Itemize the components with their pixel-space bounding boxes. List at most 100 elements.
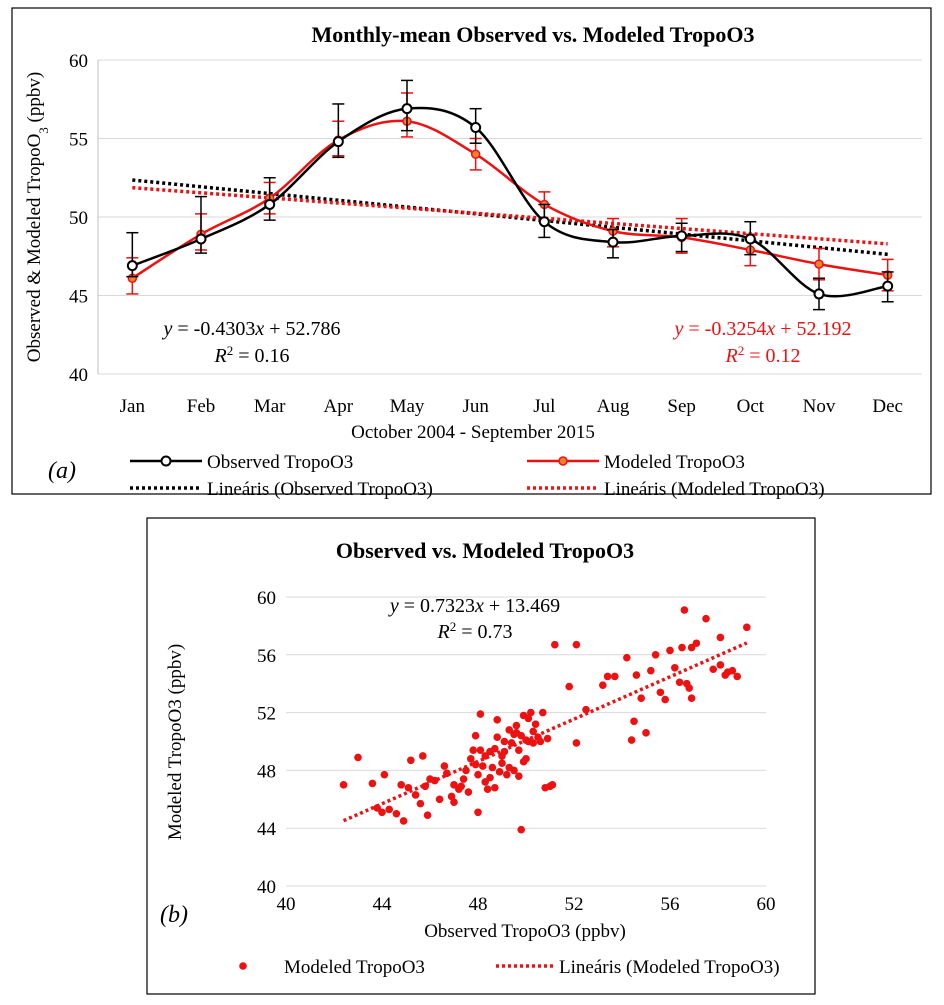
scatter-point <box>529 727 537 736</box>
scatter-point <box>431 776 439 785</box>
legend-observed-trend: Lineáris (Observed TropoO3) <box>130 479 433 500</box>
panel-b-y-ticks: 40 44 48 52 56 60 <box>257 588 277 898</box>
scatter-point <box>476 710 485 718</box>
data-point <box>401 103 413 115</box>
scatter-point <box>572 739 581 747</box>
scatter-point <box>678 643 686 652</box>
panel-a-frame <box>11 7 932 495</box>
scatter-point <box>524 714 533 723</box>
data-point <box>195 233 207 245</box>
legend-modeled-trend-label: Lineáris (Modeled TropoO3) <box>604 479 825 500</box>
scatter-point <box>743 623 751 632</box>
data-point <box>814 259 824 269</box>
scatter-point <box>716 633 725 642</box>
panel-b-x-axis-label: Observed TropoO3 (ppbv) <box>424 921 626 942</box>
legend-b-modeled: Modeled TropoO3 <box>239 957 425 978</box>
x-tick-label: Jan <box>120 396 146 417</box>
scatter-point <box>491 744 499 753</box>
x-tick-label: Aug <box>597 396 630 417</box>
scatter-point <box>474 808 482 817</box>
scatter-point <box>440 762 449 770</box>
scatter-point <box>503 770 511 779</box>
panel-b-points <box>339 606 751 834</box>
x-tick-label: Sep <box>667 396 696 417</box>
scatter-point <box>421 782 430 791</box>
scatter-point <box>603 672 612 681</box>
scatter-point <box>623 653 631 662</box>
scatter-point <box>661 695 669 704</box>
data-point <box>607 236 619 248</box>
scatter-point <box>479 762 487 770</box>
panel-b-x-ticks: 40 44 48 52 56 60 <box>277 894 776 915</box>
scatter-point <box>464 788 473 796</box>
x-tick-label: Nov <box>803 396 836 417</box>
scatter-point <box>457 782 466 791</box>
x-tick-label: Oct <box>737 396 765 417</box>
scatter-point <box>627 736 636 744</box>
scatter-point <box>529 739 537 747</box>
y-tick-label: 56 <box>257 646 276 667</box>
scatter-point <box>459 775 468 783</box>
y-tick-label: 44 <box>257 819 277 840</box>
data-point <box>470 149 481 159</box>
scatter-point <box>632 671 641 679</box>
y-tick-label: 40 <box>257 877 276 898</box>
scatter-point <box>687 694 696 702</box>
x-tick-label: 56 <box>661 894 680 915</box>
x-tick-label: 52 <box>565 894 584 915</box>
scatter-point <box>354 753 362 762</box>
panel-a-x-ticks: Jan Feb Mar Apr May Jun Jul Aug Sep Oct Nov Dec <box>120 396 903 417</box>
scatter-point <box>471 731 480 740</box>
scatter-point <box>467 755 475 763</box>
observed-series <box>126 79 894 311</box>
y-tick-label: 52 <box>257 704 276 725</box>
scatter-point <box>716 661 725 669</box>
scatter-point <box>397 781 406 789</box>
scatter-point <box>510 766 518 775</box>
scatter-point <box>423 811 432 819</box>
data-point <box>538 216 550 228</box>
scatter-point <box>656 688 665 697</box>
x-tick-label: May <box>390 396 425 417</box>
scatter-point <box>671 664 679 672</box>
scatter-point <box>399 817 408 825</box>
scatter-point <box>539 708 547 717</box>
y-tick-label: 48 <box>257 761 276 782</box>
scatter-point <box>531 720 540 728</box>
trendline <box>342 641 748 823</box>
data-point <box>470 122 482 134</box>
scatter-point <box>380 770 389 779</box>
scatter-point <box>599 681 607 689</box>
scatter-point <box>498 759 506 767</box>
panel-a-y-ticks: 40 45 50 55 60 <box>69 51 88 386</box>
scatter-point <box>500 737 509 746</box>
panel-a-modeled-r2: R2 = 0.12 <box>725 343 801 368</box>
scatter-point <box>378 808 386 817</box>
legend-b-trend: Lineáris (Modeled TropoO3) <box>496 957 780 978</box>
scatter-point <box>551 640 559 649</box>
x-tick-label: 44 <box>373 894 393 915</box>
scatter-point <box>637 694 645 702</box>
scatter-point <box>517 825 525 834</box>
legend-b-modeled-label: Modeled TropoO3 <box>284 957 425 978</box>
scatter-point <box>419 752 427 760</box>
scatter-point <box>675 678 684 687</box>
x-tick-label: Feb <box>187 396 216 417</box>
y-tick-label: 50 <box>69 208 88 229</box>
panel-a-observed-r2: R2 = 0.16 <box>214 343 290 368</box>
panel-a-chart: Monthly-mean Observed vs. Modeled TropoO… <box>11 7 932 500</box>
scatter-point <box>548 781 557 789</box>
scatter-point <box>507 739 516 747</box>
scatter-point <box>630 717 638 726</box>
scatter-point <box>651 651 660 659</box>
x-tick-label: Mar <box>254 396 286 417</box>
panel-b-label: (b) <box>160 902 188 928</box>
x-tick-label: 48 <box>469 894 488 915</box>
panel-b-title: Observed vs. Modeled TropoO3 <box>336 538 634 563</box>
panel-a-observed-equation: y = -0.4303x + 52.786 <box>161 318 340 340</box>
y-tick-label: 55 <box>69 130 88 151</box>
scatter-point <box>565 682 573 691</box>
scatter-point <box>543 734 552 743</box>
scatter-point <box>728 666 737 675</box>
